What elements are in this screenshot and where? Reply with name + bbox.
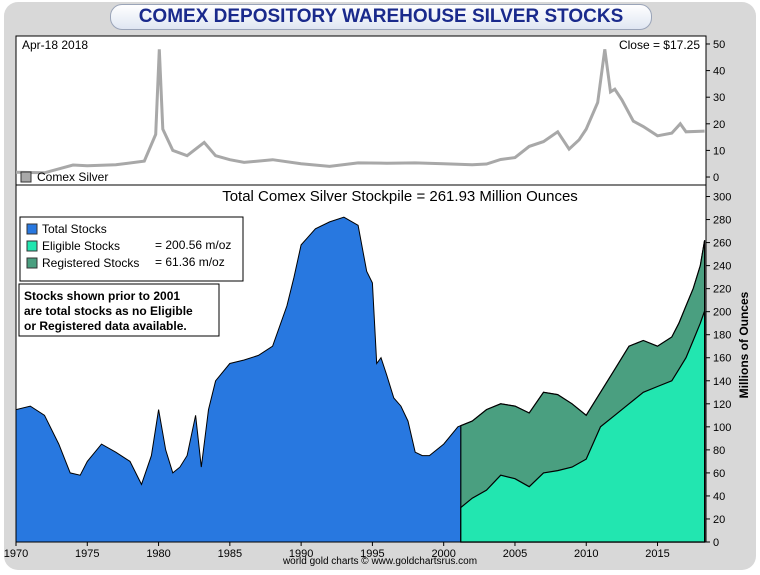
x-tick-label: 1995 (360, 548, 384, 560)
note-line-1: Stocks shown prior to 2001 (24, 289, 180, 303)
silver-price-panel: Apr-18 2018 Close = $17.25 Comex Silver … (15, 38, 725, 184)
x-tick-label: 2000 (431, 548, 455, 560)
silver-legend-label: Comex Silver (37, 170, 108, 184)
y-axis-label: Millions of Ounces (737, 291, 751, 398)
main-y-tick-label: 20 (713, 514, 725, 526)
stocks-panel: Total Comex Silver Stockpile = 261.93 Mi… (15, 188, 751, 549)
stockpile-label: Total Comex Silver Stockpile = 261.93 Mi… (222, 188, 578, 205)
top-y-tick-label: 40 (713, 66, 725, 78)
main-y-tick-label: 40 (713, 491, 725, 503)
main-y-tick-label: 120 (713, 399, 731, 411)
footer-credit: world gold charts © www.goldchartsrus.co… (282, 556, 478, 567)
note-box-border (18, 283, 220, 337)
top-y-axis: 0 10 20 30 40 50 (706, 39, 725, 184)
x-tick-label: 2015 (645, 548, 669, 560)
legend-value: = 200.56 m/oz (155, 238, 231, 252)
legend-swatch (26, 257, 38, 269)
legend-label: Eligible Stocks (42, 239, 120, 253)
legend-swatch (26, 223, 38, 235)
date-label: Apr-18 2018 (22, 38, 88, 52)
legend-swatch (26, 240, 38, 252)
main-y-tick-label: 280 (713, 215, 731, 227)
legend-label: Registered Stocks (42, 256, 139, 270)
silver-legend-swatch (20, 171, 32, 183)
legend-box (19, 216, 244, 282)
x-tick-label: 1975 (75, 548, 99, 560)
top-y-tick-label: 20 (713, 119, 725, 131)
main-y-tick-label: 300 (713, 192, 731, 204)
main-y-tick-label: 80 (713, 445, 725, 457)
x-tick-label: 1970 (4, 548, 28, 560)
x-tick-label: 1980 (146, 548, 170, 560)
note-line-3: or Registered data available. (24, 319, 187, 333)
x-tick-label: 1985 (218, 548, 242, 560)
top-y-tick-label: 10 (713, 145, 725, 157)
x-axis: 1970 1975 1980 1985 1990 1995 2000 2005 2010 2015 (4, 542, 670, 560)
main-y-tick-label: 160 (713, 353, 731, 365)
close-label: Close = $17.25 (619, 38, 700, 52)
top-y-tick-label: 0 (713, 172, 719, 184)
note-line-2: are total stocks as no Eligible (24, 304, 193, 318)
main-y-tick-label: 240 (713, 261, 731, 273)
x-tick-label: 2010 (574, 548, 598, 560)
chart-title: COMEX DEPOSITORY WAREHOUSE SILVER STOCKS (110, 4, 652, 30)
legend-items: Total Stocks Eligible Stocks = 200.56 m/oz… (26, 222, 231, 270)
main-y-tick-label: 220 (713, 284, 731, 296)
main-y-tick-label: 180 (713, 330, 731, 342)
stocks-legend: Total Stocks Eligible Stocks = 200.56 m/oz… (19, 216, 244, 282)
main-y-tick-label: 200 (713, 307, 731, 319)
x-tick-label: 2005 (503, 548, 527, 560)
top-y-tick-label: 30 (713, 92, 725, 104)
main-y-tick-label: 0 (713, 537, 719, 549)
note-box: Stocks shown prior to 2001 are total sto… (18, 283, 220, 337)
main-y-tick-label: 260 (713, 238, 731, 250)
top-y-tick-label: 50 (713, 39, 725, 51)
main-y-tick-label: 60 (713, 468, 725, 480)
x-tick-label: 1990 (289, 548, 313, 560)
eligible-stocks-area (460, 310, 706, 543)
main-y-tick-label: 100 (713, 422, 731, 434)
main-y-tick-label: 140 (713, 376, 731, 388)
legend-label: Total Stocks (42, 222, 107, 236)
legend-value: = 61.36 m/oz (155, 255, 225, 269)
silver-price-line (15, 49, 705, 175)
main-y-axis: 0 20 40 60 80 100 120 140 160 180 200 220 240 260 280 3… (706, 192, 731, 549)
